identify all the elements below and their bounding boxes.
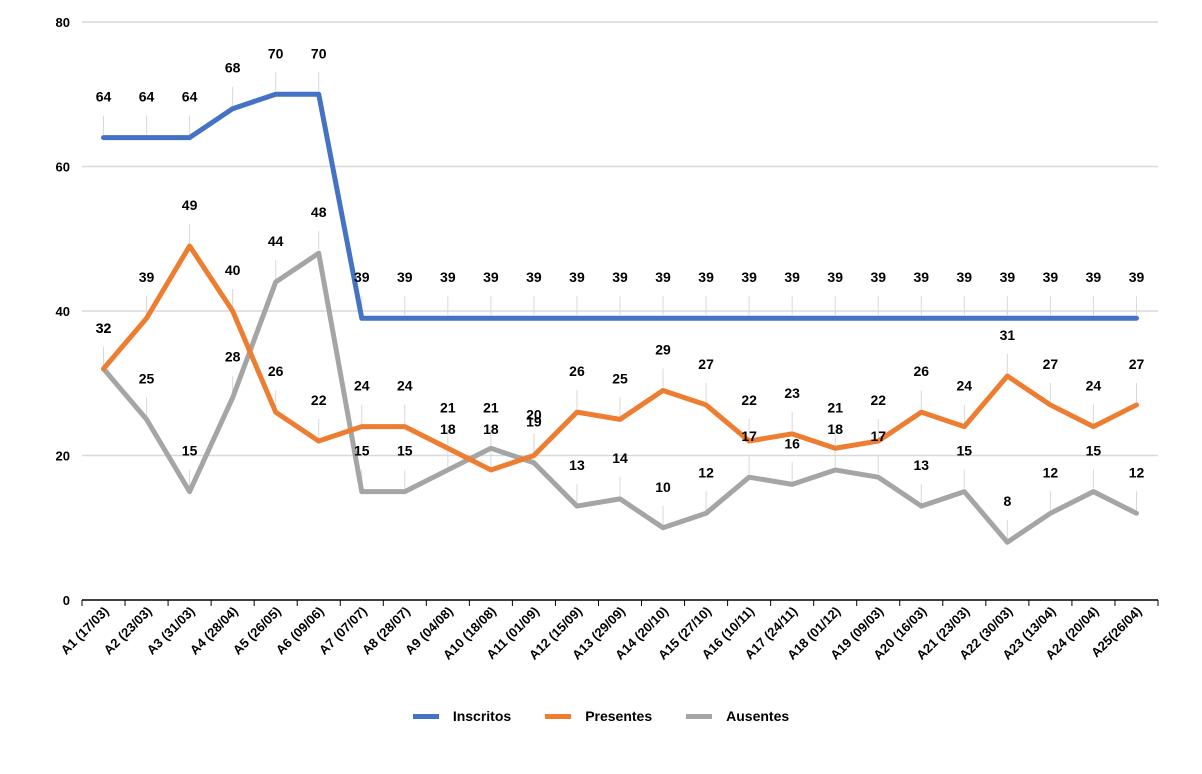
legend-label-ausentes: Ausentes (726, 708, 790, 724)
y-tick-label: 0 (63, 593, 70, 608)
data-label-presentes: 26 (268, 363, 284, 379)
gridlines (82, 21, 1158, 540)
series-line-presentes (101, 243, 1139, 473)
data-label-presentes: 25 (612, 370, 628, 386)
data-label-ausentes: 15 (1086, 443, 1102, 459)
line-chart: 0 20 40 60 80 A1 (17/03)A2 (23/03)A3 (31/03)… (56, 15, 1159, 663)
legend-label-presentes: Presentes (585, 708, 653, 724)
data-label-ausentes: 19 (526, 414, 542, 430)
data-label-ausentes: 13 (569, 457, 585, 473)
y-axis: 0 20 40 60 80 (56, 15, 70, 608)
legend: Inscritos Presentes Ausentes (0, 708, 1202, 724)
data-label-presentes: 22 (741, 392, 757, 408)
data-label-inscritos: 39 (483, 269, 499, 285)
legend-swatch-presentes (545, 713, 572, 719)
data-label-inscritos: 39 (354, 269, 370, 285)
data-label-inscritos: 39 (741, 269, 757, 285)
data-label-inscritos: 39 (1043, 269, 1059, 285)
data-label-ausentes: 8 (1003, 493, 1011, 509)
data-label-presentes: 20 (526, 407, 542, 423)
data-label-ausentes: 10 (655, 479, 671, 495)
series-line-inscritos (101, 91, 1139, 321)
data-label-presentes: 21 (827, 399, 843, 415)
y-tick-label: 60 (56, 160, 70, 175)
data-label-inscritos: 39 (526, 269, 542, 285)
data-label-presentes: 23 (784, 385, 800, 401)
data-label-presentes: 24 (957, 378, 973, 394)
data-label-ausentes: 15 (182, 443, 198, 459)
data-label-inscritos: 39 (1129, 269, 1145, 285)
series-line-ausentes (101, 250, 1139, 545)
data-label-ausentes: 44 (268, 233, 284, 249)
data-label-ausentes: 16 (784, 435, 800, 451)
data-label-ausentes: 28 (225, 349, 241, 365)
data-label-ausentes: 32 (96, 320, 112, 336)
data-label-ausentes: 15 (354, 443, 370, 459)
data-label-presentes: 26 (913, 363, 929, 379)
data-label-ausentes: 12 (1043, 464, 1059, 480)
data-label-ausentes: 25 (139, 370, 155, 386)
data-label-inscritos: 39 (698, 269, 714, 285)
data-label-inscritos: 39 (612, 269, 628, 285)
data-label-inscritos: 39 (913, 269, 929, 285)
data-label-ausentes: 12 (1129, 464, 1145, 480)
data-label-ausentes: 13 (913, 457, 929, 473)
data-label-presentes: 39 (139, 269, 155, 285)
data-label-inscritos: 70 (311, 45, 327, 61)
data-label-inscritos: 39 (870, 269, 886, 285)
data-label-presentes: 26 (569, 363, 585, 379)
series-lines (101, 91, 1139, 545)
data-label-presentes: 27 (698, 356, 714, 372)
data-label-ausentes: 17 (870, 428, 886, 444)
legend-item-ausentes[interactable]: Ausentes (686, 708, 789, 724)
legend-label-inscritos: Inscritos (452, 708, 512, 724)
data-label-presentes: 24 (1086, 378, 1102, 394)
data-label-presentes: 40 (225, 262, 241, 278)
data-label-ausentes: 48 (311, 204, 327, 220)
data-label-presentes: 27 (1043, 356, 1059, 372)
data-label-presentes: 49 (182, 197, 198, 213)
data-label-ausentes: 17 (741, 428, 757, 444)
legend-swatch-inscritos (412, 713, 439, 719)
data-label-presentes: 24 (397, 378, 413, 394)
y-tick-label: 40 (56, 304, 70, 319)
data-label-inscritos: 39 (957, 269, 973, 285)
data-label-presentes: 32 (96, 320, 112, 336)
legend-item-inscritos[interactable]: Inscritos (412, 708, 512, 724)
data-label-ausentes: 18 (440, 421, 456, 437)
data-label-inscritos: 39 (440, 269, 456, 285)
data-label-ausentes: 15 (397, 443, 413, 459)
data-label-ausentes: 12 (698, 464, 714, 480)
y-tick-label: 80 (56, 15, 70, 30)
data-label-inscritos: 64 (96, 89, 112, 105)
data-label-ausentes: 18 (827, 421, 843, 437)
data-label-inscritos: 39 (1086, 269, 1102, 285)
data-label-presentes: 21 (440, 399, 456, 415)
data-label-presentes: 29 (655, 341, 671, 357)
data-label-inscritos: 39 (1000, 269, 1016, 285)
data-label-ausentes: 15 (957, 443, 973, 459)
legend-item-presentes[interactable]: Presentes (545, 708, 652, 724)
data-label-presentes: 24 (354, 378, 370, 394)
data-label-inscritos: 39 (784, 269, 800, 285)
data-label-presentes: 27 (1129, 356, 1145, 372)
data-label-presentes: 31 (1000, 327, 1016, 343)
data-label-inscritos: 39 (569, 269, 585, 285)
data-label-inscritos: 39 (827, 269, 843, 285)
data-label-ausentes: 14 (612, 450, 628, 466)
legend-swatch-ausentes (686, 713, 713, 719)
data-labels: 64 64 64 68 70 70 39 39 39 39 39 39 39 39 39 39 39 39 39 39… (96, 45, 1145, 509)
data-label-inscritos: 64 (182, 89, 198, 105)
data-label-inscritos: 64 (139, 89, 155, 105)
data-label-presentes: 18 (483, 421, 499, 437)
y-tick-label: 20 (56, 449, 70, 464)
data-label-inscritos: 68 (225, 60, 241, 76)
data-label-inscritos: 70 (268, 45, 284, 61)
data-label-presentes: 22 (870, 392, 886, 408)
x-axis: A1 (17/03)A2 (23/03)A3 (31/03)A4 (28/04)… (58, 599, 1159, 663)
data-label-inscritos: 39 (397, 269, 413, 285)
data-label-inscritos: 39 (655, 269, 671, 285)
data-label-ausentes: 21 (483, 399, 499, 415)
data-label-presentes: 22 (311, 392, 327, 408)
